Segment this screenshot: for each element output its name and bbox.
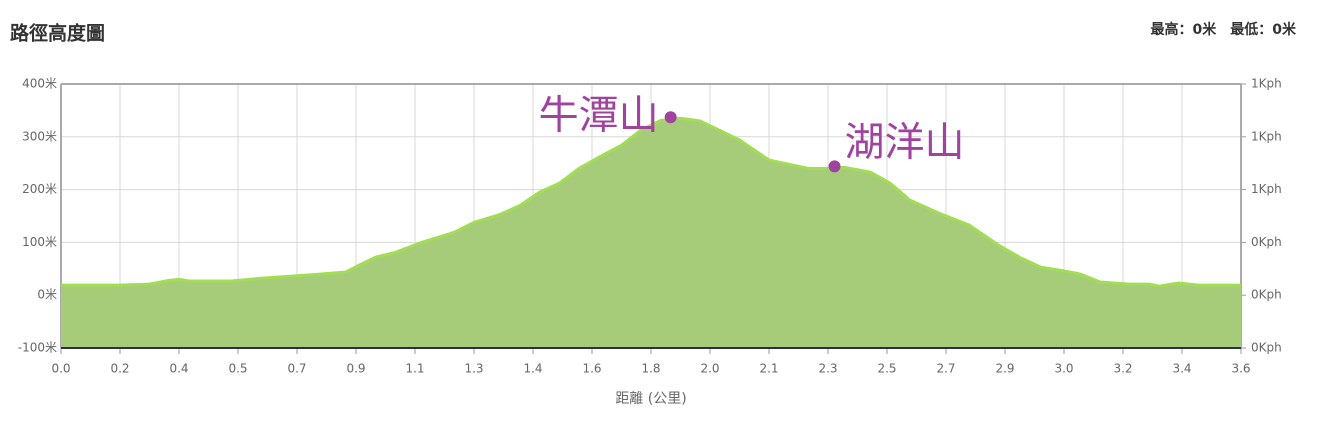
x-axis-label: 距離 (公里) [615, 390, 686, 407]
x-tick-label: 2.0 [700, 362, 719, 376]
x-tick-label: 2.1 [759, 362, 778, 376]
x-tick-label: 1.1 [405, 362, 424, 376]
y-tick-label: -100米 [18, 341, 57, 355]
chart-title: 路徑高度圖 [10, 22, 105, 45]
x-tick-label: 2.5 [877, 362, 896, 376]
elevation-area [61, 118, 1241, 348]
y2-tick-label: 0Kph [1251, 288, 1282, 302]
x-tick-label: 0.7 [287, 362, 306, 376]
x-tick-label: 2.7 [936, 362, 955, 376]
x-tick-label: 1.8 [641, 362, 660, 376]
y2-tick-label: 1Kph [1251, 77, 1282, 91]
x-tick-label: 3.6 [1231, 362, 1250, 376]
x-tick-label: 0.5 [228, 362, 247, 376]
peak-marker [664, 111, 677, 124]
x-tick-label: 3.4 [1172, 362, 1191, 376]
y-tick-label: 100米 [22, 235, 57, 249]
elevation-summary: 最高：0米 最低：0米 [1151, 21, 1297, 38]
y-tick-label: 400米 [22, 77, 57, 91]
x-tick-label: 0.2 [110, 362, 129, 376]
y2-tick-label: 0Kph [1251, 341, 1282, 355]
x-tick-label: 1.6 [582, 362, 601, 376]
x-tick-label: 0.4 [169, 362, 188, 376]
x-tick-label: 2.9 [995, 362, 1014, 376]
x-tick-label: 3.0 [1054, 362, 1073, 376]
x-tick-label: 1.4 [523, 362, 542, 376]
y-tick-label: 300米 [22, 129, 57, 143]
peak-marker [828, 160, 841, 173]
peak-label: 湖洋山 [845, 119, 965, 165]
y2-tick-label: 0Kph [1251, 235, 1282, 249]
y-tick-label: 0米 [37, 288, 57, 302]
x-tick-label: 1.3 [464, 362, 483, 376]
y-tick-label: 200米 [22, 182, 57, 196]
y2-tick-label: 1Kph [1251, 129, 1282, 143]
peak-label: 牛潭山 [539, 92, 659, 138]
x-tick-label: 3.2 [1113, 362, 1132, 376]
y2-tick-label: 1Kph [1251, 182, 1282, 196]
x-tick-label: 0.9 [346, 362, 365, 376]
x-tick-label: 0.0 [51, 362, 70, 376]
x-tick-label: 2.3 [818, 362, 837, 376]
